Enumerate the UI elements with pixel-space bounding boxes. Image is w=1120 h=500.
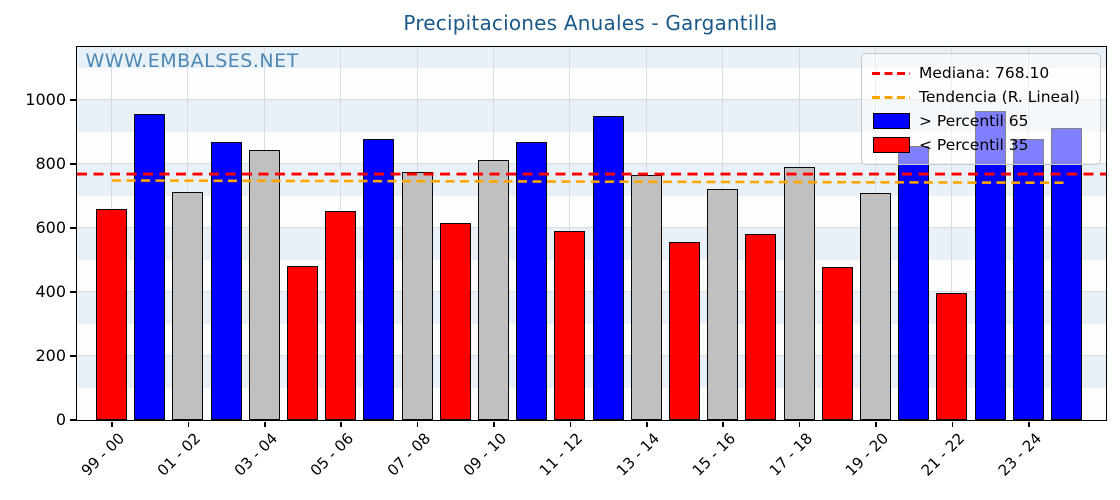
grid-y-line-600 xyxy=(76,227,1106,229)
y-tick-label: 1000 xyxy=(25,89,66,109)
x-tick xyxy=(493,421,495,427)
legend-median-label: Mediana: 768.10 xyxy=(919,64,1050,82)
y-tick xyxy=(69,355,76,357)
x-tick-label: 99 - 00 xyxy=(77,429,129,480)
median-dash-icon xyxy=(872,71,910,75)
legend-item-trend: Tendencia (R. Lineal) xyxy=(872,85,1090,109)
y-tick xyxy=(69,419,76,421)
x-tick xyxy=(798,421,801,427)
bar-10-11 xyxy=(516,142,548,420)
bar-16-17 xyxy=(745,234,777,420)
grid-y-line-1000 xyxy=(76,99,1106,101)
y-tick xyxy=(69,227,76,229)
bar-17-18 xyxy=(783,166,815,420)
bar-15-16 xyxy=(707,188,739,420)
x-tick xyxy=(416,421,419,427)
above-percentile-swatch xyxy=(872,113,910,129)
legend-trend-label: Tendencia (R. Lineal) xyxy=(919,88,1080,106)
bar-20-21 xyxy=(898,146,930,420)
y-tick xyxy=(69,99,76,101)
bar-01-02 xyxy=(172,191,204,420)
y-tick-label: 0 xyxy=(55,410,66,429)
bar-00-01 xyxy=(134,113,166,420)
legend-item-median: Mediana: 768.10 xyxy=(872,61,1090,85)
x-tick xyxy=(722,421,724,427)
x-tick xyxy=(569,421,572,427)
trend-dash-icon xyxy=(872,95,910,99)
y-tick-label: 400 xyxy=(35,281,66,301)
bar-14-15 xyxy=(669,241,700,420)
bar-04-05 xyxy=(287,265,318,420)
bar-09-10 xyxy=(478,159,509,420)
legend-item-below-percentile: < Percentil 35 xyxy=(872,133,1090,157)
x-tick xyxy=(340,421,342,427)
legend-below-label: < Percentil 35 xyxy=(919,136,1029,154)
bar-23-24 xyxy=(1012,139,1044,420)
x-tick xyxy=(264,421,266,427)
grid-y-line-400 xyxy=(76,291,1106,293)
grid-y-line-800 xyxy=(76,163,1106,165)
bar-11-12 xyxy=(554,230,586,420)
chart-title: Precipitaciones Anuales - Gargantilla xyxy=(403,11,778,35)
x-tick xyxy=(1028,421,1030,427)
bar-18-19 xyxy=(821,267,853,420)
x-tick xyxy=(646,421,648,427)
bar-13-14 xyxy=(630,174,662,420)
bar-19-20 xyxy=(860,192,891,420)
grid-x-line-21 - 22 xyxy=(951,46,953,420)
legend: Mediana: 768.10 Tendencia (R. Lineal) > … xyxy=(861,53,1101,165)
watermark-text: WWW.EMBALSES.NET xyxy=(85,49,299,72)
bar-24-25 xyxy=(1051,128,1082,420)
y-tick-label: 200 xyxy=(35,345,66,365)
x-tick xyxy=(951,421,954,427)
bar-06-07 xyxy=(363,139,395,420)
legend-item-above-percentile: > Percentil 65 xyxy=(872,109,1090,133)
legend-above-label: > Percentil 65 xyxy=(919,112,1029,130)
bar-21-22 xyxy=(936,293,968,420)
bar-02-03 xyxy=(210,141,242,420)
bar-08-09 xyxy=(439,222,471,420)
y-tick xyxy=(69,291,76,293)
y-tick-label: 600 xyxy=(35,217,66,237)
below-percentile-swatch xyxy=(872,137,910,153)
bar-07-08 xyxy=(401,172,433,420)
x-tick xyxy=(187,421,190,427)
x-tick xyxy=(875,421,877,427)
bar-05-06 xyxy=(325,211,357,420)
bar-99-00 xyxy=(96,209,127,420)
grid-y-line-200 xyxy=(76,355,1106,357)
y-tick xyxy=(69,163,76,165)
x-tick xyxy=(111,421,113,427)
bar-03-04 xyxy=(248,149,280,420)
bar-12-13 xyxy=(592,115,624,420)
y-tick-label: 800 xyxy=(35,153,66,173)
